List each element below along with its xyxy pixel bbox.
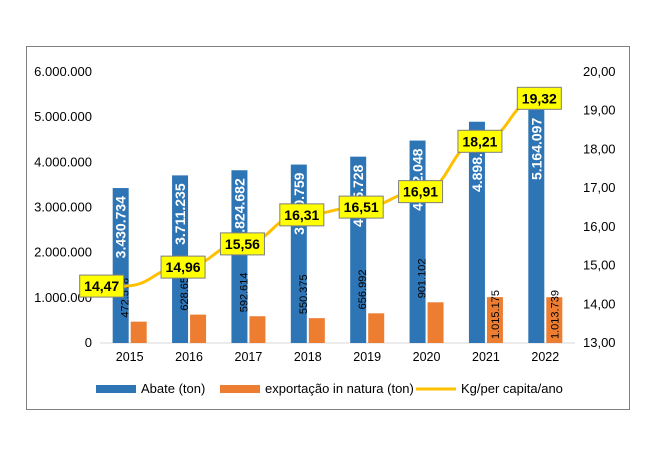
x-tick-label: 2015 <box>116 350 144 364</box>
legend-label-abate: Abate (ton) <box>141 381 205 396</box>
y-left-tick-label: 4.000.000 <box>34 154 92 169</box>
kg-label: 16,51 <box>344 199 379 215</box>
legend-swatch-abate <box>96 385 136 393</box>
bar-abate <box>468 121 485 344</box>
bar-abate <box>231 170 248 343</box>
x-tick-label: 2017 <box>235 350 263 364</box>
y-right-tick-label: 14,00 <box>583 296 616 311</box>
bar-abate-label: 3.430.734 <box>113 196 129 258</box>
bar-abate-label: 3.824.682 <box>231 178 247 240</box>
y-right-tick-label: 18,00 <box>583 141 616 156</box>
bar-exportacao <box>368 313 385 343</box>
bar-abate-label: 5.164.097 <box>528 118 544 180</box>
y-right-tick-label: 19,00 <box>583 103 616 118</box>
x-tick-label: 2022 <box>531 350 559 364</box>
x-tick-label: 2020 <box>413 350 441 364</box>
y-right-tick-label: 16,00 <box>583 219 616 234</box>
bar-abate <box>112 188 129 343</box>
kg-label-box <box>160 255 206 279</box>
y-right-tick-label: 20,00 <box>583 64 616 79</box>
kg-label: 18,21 <box>462 133 497 149</box>
legend-swatch-exportacao <box>220 385 260 393</box>
x-tick-label: 2021 <box>472 350 500 364</box>
bar-exportacao <box>486 297 503 343</box>
y-right-tick-label: 13,00 <box>583 335 616 350</box>
x-tick-label: 2016 <box>175 350 203 364</box>
y-left-tick-label: 5.000.000 <box>34 109 92 124</box>
bar-exportacao <box>130 321 147 343</box>
y-left-tick-label: 0 <box>85 335 92 350</box>
bar-exportacao-label: 1.013.739 <box>549 290 561 339</box>
y-right-tick-label: 17,00 <box>583 180 616 195</box>
bar-exportacao <box>249 316 266 343</box>
bar-exportacao-label: 901.102 <box>417 259 429 299</box>
kg-label-box <box>79 274 125 298</box>
kg-label-box <box>219 232 265 256</box>
kg-label-box <box>457 129 503 153</box>
kg-label-box <box>338 195 384 219</box>
kg-label-box <box>398 180 444 204</box>
y-left-tick-label: 1.000.000 <box>34 290 92 305</box>
kg-label: 16,91 <box>403 184 438 200</box>
y-right-tick-label: 15,00 <box>583 258 616 273</box>
kg-label-box <box>279 203 325 227</box>
bar-exportacao-label: 628.655 <box>179 271 191 311</box>
bar-exportacao <box>308 318 325 343</box>
bar-abate-label: 3.711.235 <box>172 183 188 245</box>
bar-exportacao <box>546 297 563 343</box>
x-tick-label: 2018 <box>294 350 322 364</box>
bar-exportacao-label: 550.375 <box>298 274 310 314</box>
kg-label: 15,56 <box>225 236 260 252</box>
bar-abate <box>528 109 545 344</box>
y-left-tick-label: 6.000.000 <box>34 64 92 79</box>
kg-label: 19,32 <box>522 90 557 106</box>
bar-exportacao-label: 592.614 <box>238 272 250 312</box>
kg-label: 16,31 <box>284 207 319 223</box>
bar-exportacao-label: 656.992 <box>357 270 369 310</box>
legend-label-exportacao: exportação in natura (ton) <box>265 381 414 396</box>
bar-exportacao <box>190 314 207 343</box>
bar-exportacao <box>427 302 444 343</box>
bar-exportacao-label: 1.015.175 <box>490 290 502 339</box>
y-left-tick-label: 2.000.000 <box>34 245 92 260</box>
kg-label-box <box>516 86 562 110</box>
kg-label: 14,96 <box>166 259 201 275</box>
kg-label: 14,47 <box>84 278 119 294</box>
x-tick-label: 2019 <box>353 350 381 364</box>
y-left-tick-label: 3.000.000 <box>34 200 92 215</box>
legend-label-kg: Kg/per capita/ano <box>461 381 563 396</box>
